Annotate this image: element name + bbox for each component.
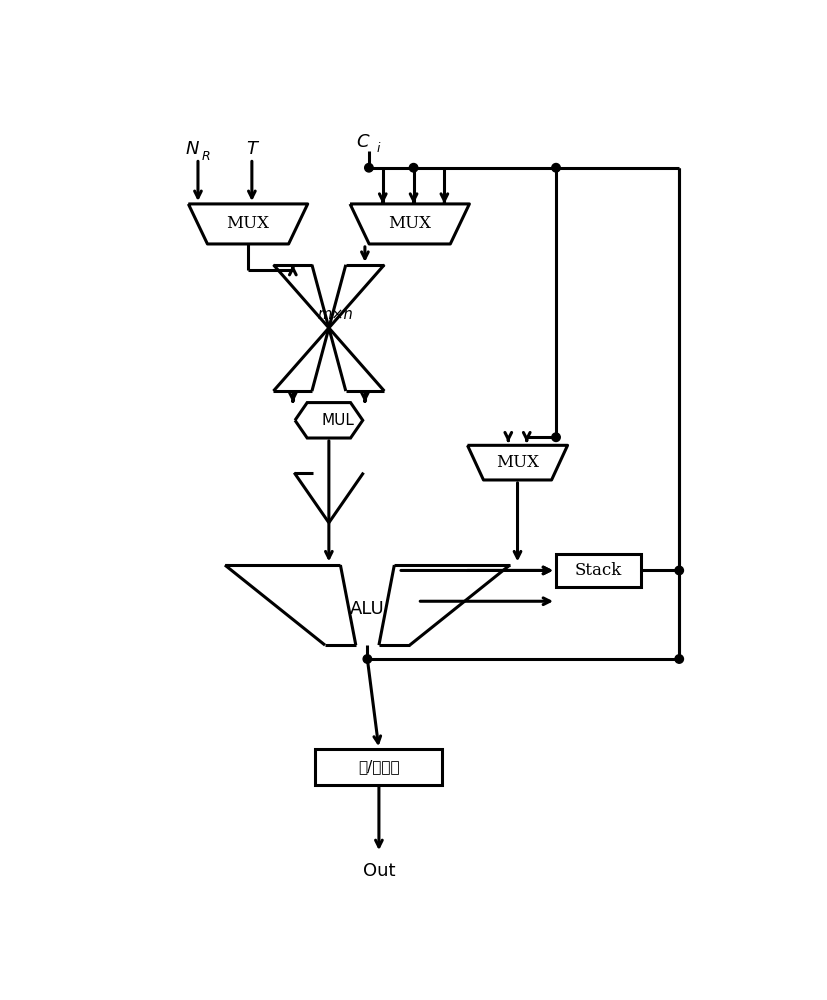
Circle shape <box>551 433 560 441</box>
Text: C: C <box>356 133 369 151</box>
Text: N: N <box>185 140 198 158</box>
Circle shape <box>674 566 682 575</box>
Text: MUX: MUX <box>495 454 538 471</box>
Bar <box>556 554 640 587</box>
Bar <box>315 749 442 785</box>
Text: T: T <box>246 140 257 158</box>
Text: m×n: m×n <box>317 307 352 322</box>
Text: 并/串转换: 并/串转换 <box>357 759 399 774</box>
Text: Out: Out <box>362 862 394 880</box>
Text: MUX: MUX <box>227 215 270 232</box>
Circle shape <box>409 164 418 172</box>
Circle shape <box>363 655 371 663</box>
Text: MUX: MUX <box>388 215 431 232</box>
Text: Stack: Stack <box>574 562 621 579</box>
Circle shape <box>674 655 682 663</box>
Circle shape <box>551 164 560 172</box>
Text: R: R <box>201 150 210 163</box>
Text: ALU: ALU <box>350 600 385 618</box>
Text: MUL: MUL <box>321 413 354 428</box>
Circle shape <box>364 164 373 172</box>
Text: i: i <box>376 142 380 155</box>
